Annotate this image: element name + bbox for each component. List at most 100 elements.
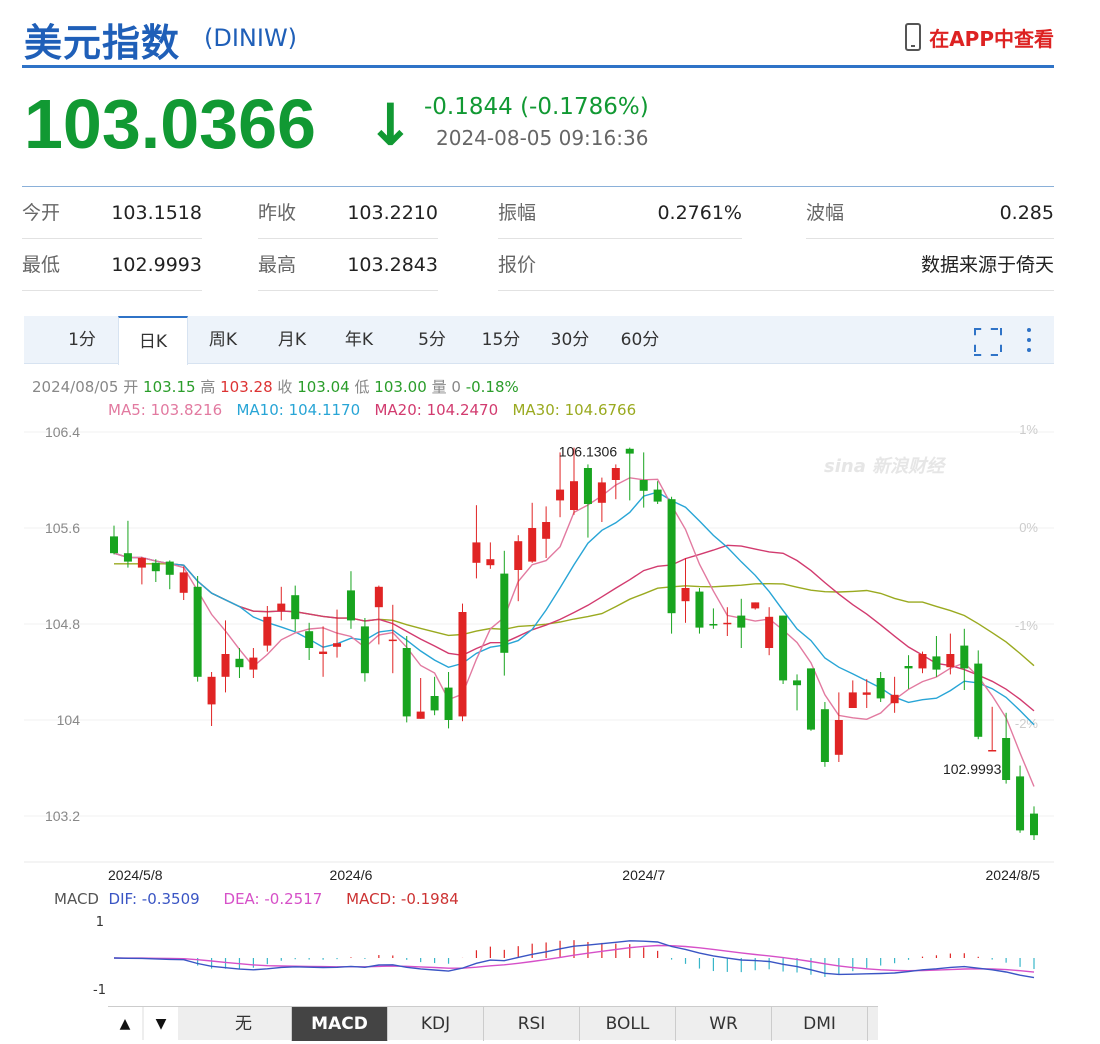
ma30-label: MA30: 104.6766 <box>512 401 637 419</box>
chart-panel: 1分 日K 周K 月K 年K 5分 15分 30分 60分 2024/08/05 开 103.1… <box>24 316 1054 1041</box>
tab-6[interactable]: 15分 <box>481 330 521 350</box>
stat-low-label: 最低 <box>22 254 61 276</box>
candle-body <box>514 541 523 570</box>
candle-body <box>123 553 132 562</box>
stats-panel: 今开 103.1518 昨收 103.2210 振幅 0.2761% 波幅 0.… <box>22 186 1054 292</box>
candle-body <box>597 482 606 503</box>
y-tick-label: 106.4 <box>45 424 80 440</box>
candle-body <box>430 696 439 711</box>
x-axis-label: 2024/7 <box>622 867 665 883</box>
tab-2[interactable]: 周K <box>208 330 238 350</box>
info-high: 103.28 <box>220 378 273 396</box>
more-menu-icon[interactable] <box>1022 326 1036 354</box>
x-axis-label: 2024/8/5 <box>986 867 1041 883</box>
quote-time: 2024-08-05 09:16:36 <box>436 126 649 150</box>
y-tick-label: 103.2 <box>45 808 80 824</box>
info-date: 2024/08/05 <box>32 378 119 396</box>
tab-7[interactable]: 30分 <box>550 330 590 350</box>
candle-body <box>820 709 829 762</box>
macd-value: MACD: -0.1984 <box>346 890 459 908</box>
candle-body <box>193 586 202 677</box>
candle-body <box>751 602 760 609</box>
macd-label: MACD <box>54 890 99 908</box>
tab-5[interactable]: 5分 <box>418 330 446 350</box>
candle-body <box>249 657 258 670</box>
ma5-label: MA5: 103.8216 <box>108 401 223 419</box>
candle-body <box>876 678 885 699</box>
info-high-label: 高 <box>200 378 216 396</box>
candle-body <box>542 522 551 539</box>
macd-legend: MACD DIF: -0.3509 DEA: -0.2517 MACD: -0.… <box>54 890 459 908</box>
indicator-DMI[interactable]: DMI <box>772 1007 868 1041</box>
candle-body <box>709 624 718 626</box>
stat-quote-label: 报价 <box>498 254 537 276</box>
stat-quote-source: 报价 数据来源于倚天 <box>498 239 1054 291</box>
indicator-down-arrow[interactable]: ▼ <box>144 1007 178 1041</box>
macd-dea: DEA: -0.2517 <box>223 890 323 908</box>
candle-body <box>932 656 941 670</box>
stat-wave-label: 波幅 <box>806 202 845 224</box>
macd-tick-top: 1 <box>96 915 104 930</box>
open-in-app-link[interactable]: 在APP中查看 <box>905 20 1054 54</box>
indicator-WR[interactable]: WR <box>676 1007 772 1041</box>
dif-line <box>113 940 1035 979</box>
candle-body <box>583 468 592 504</box>
candle-body <box>207 676 216 705</box>
indicator-KDJ[interactable]: KDJ <box>388 1007 484 1041</box>
indicator-无[interactable]: 无 <box>196 1007 292 1041</box>
phone-icon <box>905 23 922 51</box>
candle-body <box>806 668 815 730</box>
info-low-label: 低 <box>354 378 370 396</box>
kline-chart[interactable]: 106.4 105.6 104.8 104 103.2 1% 0% -1% -2% sina 新浪… <box>24 420 1054 890</box>
candle-body <box>611 468 620 480</box>
candle-body <box>793 680 802 686</box>
indicator-up-arrow[interactable]: ▲ <box>108 1007 142 1041</box>
open-in-app-label: 在APP中查看 <box>929 26 1054 51</box>
info-open-label: 开 <box>123 378 139 396</box>
stat-high: 最高 103.2843 <box>258 239 438 291</box>
candle-body <box>291 595 300 620</box>
candle-body <box>444 687 453 720</box>
candle-body <box>388 639 397 642</box>
candle-body <box>946 654 955 668</box>
stat-amplitude-value: 0.2761% <box>657 202 742 224</box>
tab-4[interactable]: 年K <box>344 330 374 350</box>
tab-3[interactable]: 月K <box>277 330 307 350</box>
candle-body <box>1002 738 1011 780</box>
macd-chart[interactable]: 1 -1 <box>24 908 1054 1004</box>
right-tick-label: 1% <box>1019 422 1038 437</box>
tab-8[interactable]: 60分 <box>620 330 660 350</box>
stat-open-value: 103.1518 <box>111 202 202 224</box>
stat-amplitude-label: 振幅 <box>498 202 537 224</box>
macd-dif: DIF: -0.3509 <box>108 890 200 908</box>
indicator-MACD[interactable]: MACD <box>292 1007 388 1041</box>
tab-0[interactable]: 1分 <box>68 330 96 350</box>
candle-body <box>235 658 244 668</box>
candle-body <box>653 489 662 502</box>
candle-body <box>1030 813 1038 836</box>
price-change: -0.1844 (-0.1786%) <box>424 94 649 120</box>
fullscreen-icon[interactable] <box>974 328 998 352</box>
candle-body <box>681 588 690 602</box>
candle-body <box>319 651 328 654</box>
x-axis-label: 2024/5/8 <box>108 867 163 883</box>
candle-body <box>416 711 425 719</box>
tab-1[interactable]: 日K <box>118 316 188 365</box>
ma5-line <box>113 477 1035 787</box>
ma20-line <box>113 544 1035 712</box>
current-price: 103.0366 <box>24 85 316 163</box>
stat-low-value: 102.9993 <box>111 254 202 276</box>
stat-low: 最低 102.9993 <box>22 239 202 291</box>
indicator-BOLL[interactable]: BOLL <box>580 1007 676 1041</box>
candle-body <box>528 528 537 562</box>
right-tick-label: -2% <box>1015 716 1039 731</box>
indicator-RSI[interactable]: RSI <box>484 1007 580 1041</box>
candle-body <box>904 666 913 669</box>
stat-wave-value: 0.285 <box>999 202 1054 224</box>
period-tabs: 1分 日K 周K 月K 年K 5分 15分 30分 60分 <box>24 316 1054 365</box>
candle-body <box>890 694 899 704</box>
stat-prev-close-value: 103.2210 <box>347 202 438 224</box>
candle-body <box>137 558 146 568</box>
stat-prev-close-label: 昨收 <box>258 202 297 224</box>
candle-body <box>862 692 871 695</box>
